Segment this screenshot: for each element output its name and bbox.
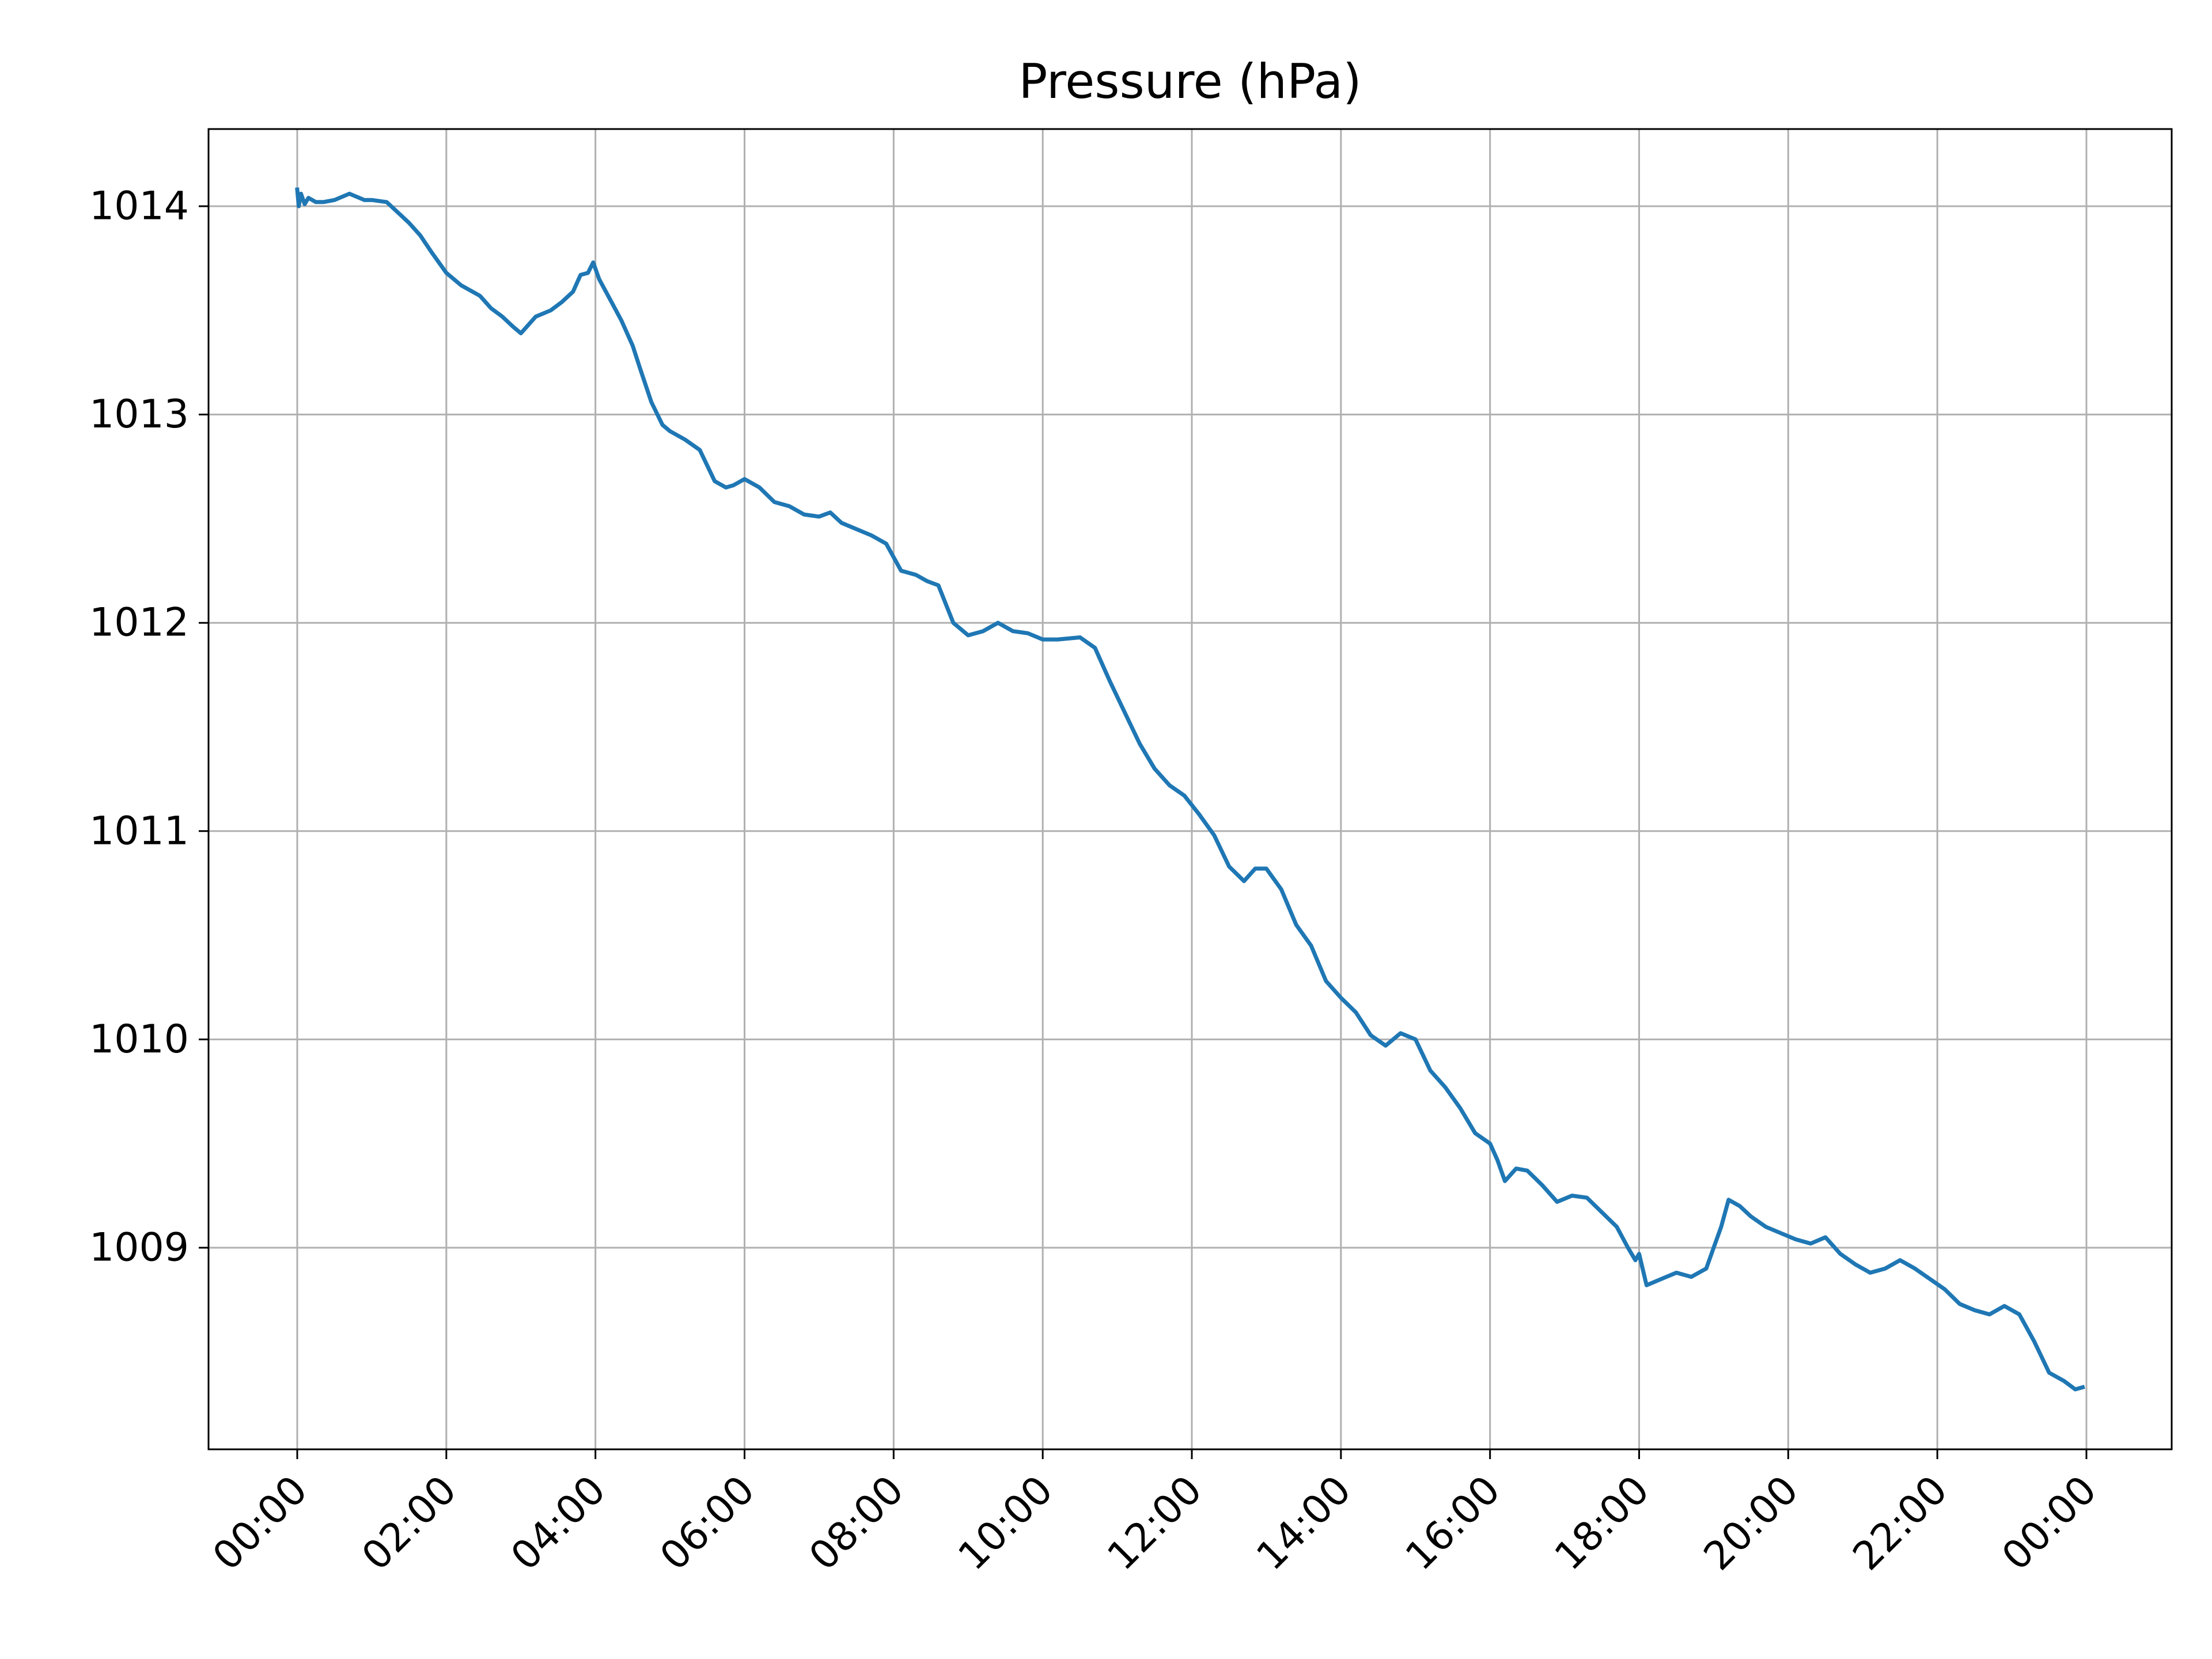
series-layer <box>295 187 2085 1392</box>
y-tick-label: 1013 <box>89 392 189 437</box>
y-tick-label: 1011 <box>89 808 189 854</box>
y-tick-label: 1009 <box>89 1225 189 1271</box>
y-tick-label: 1012 <box>89 600 189 646</box>
plot-area-frame <box>207 128 2173 1450</box>
chart-title: Pressure (hPa) <box>1018 54 1361 109</box>
grid-lines <box>209 129 2172 1449</box>
pressure-series-line <box>295 187 2085 1392</box>
y-tick-label: 1014 <box>89 184 189 229</box>
y-tick-label: 1010 <box>89 1017 189 1062</box>
